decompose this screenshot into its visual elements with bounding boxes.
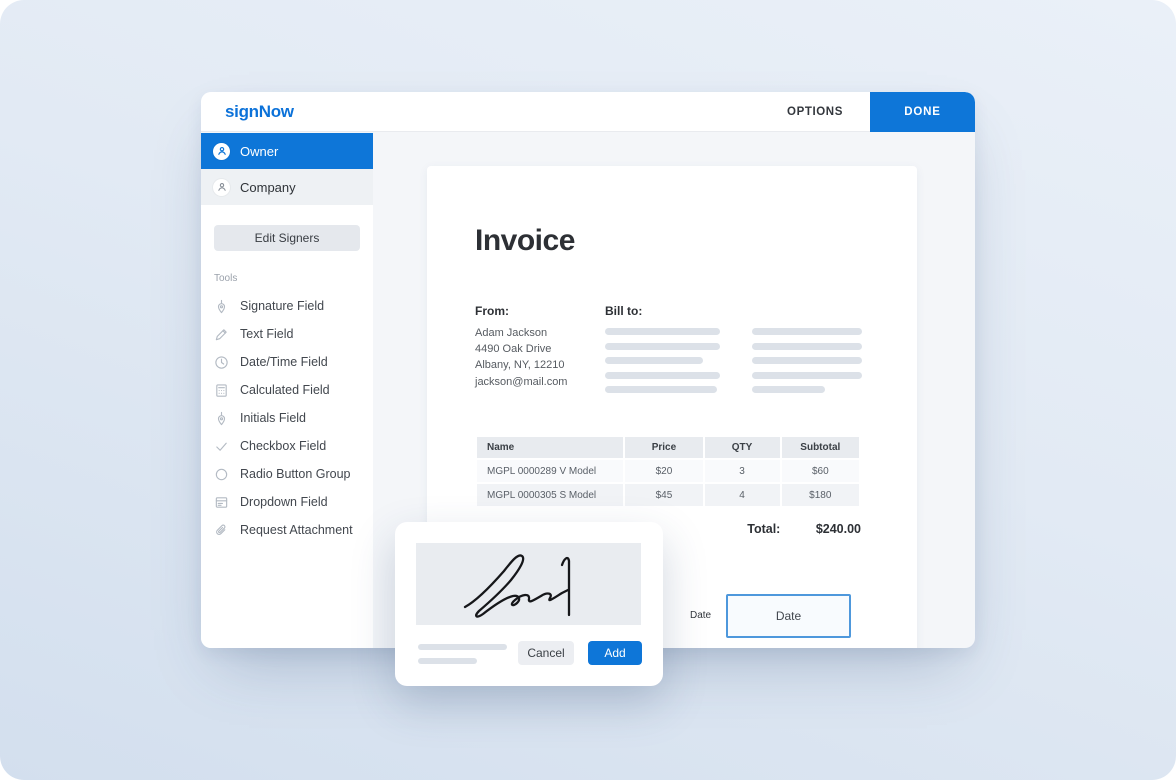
column-header: Price [625, 437, 703, 458]
tool-initials-field[interactable]: Initials Field [201, 404, 373, 432]
cell-name: MGPL 0000289 V Model [477, 460, 624, 482]
cell-name: MGPL 0000305 S Model [477, 484, 624, 506]
app-window: signNow OPTIONS DONE Owner Company Edit … [201, 92, 975, 648]
table-row: MGPL 0000289 V Model $20 3 $60 [477, 460, 859, 482]
tool-dropdown-field[interactable]: Dropdown Field [201, 488, 373, 516]
add-button[interactable]: Add [588, 641, 642, 665]
calculated-field-icon [216, 383, 227, 397]
tool-item-label: Date/Time Field [240, 355, 328, 369]
sidebar-item-company[interactable]: Company [201, 169, 373, 205]
top-bar: signNow OPTIONS DONE [201, 92, 975, 132]
done-button[interactable]: DONE [870, 92, 975, 132]
tool-calculated-field[interactable]: Calculated Field [201, 376, 373, 404]
bill-to-placeholder-column-2 [752, 328, 862, 401]
total-row: Total: $240.00 [475, 522, 861, 536]
signature-canvas[interactable] [416, 543, 641, 625]
placeholder-line [605, 357, 703, 364]
placeholder-line [605, 386, 717, 393]
from-address: Adam Jackson 4490 Oak Drive Albany, NY, … [475, 325, 567, 390]
placeholder-line [418, 644, 507, 650]
sidebar-item-label: Owner [240, 143, 279, 159]
tool-datetime-field[interactable]: Date/Time Field [201, 348, 373, 376]
column-header: QTY [704, 437, 780, 458]
placeholder-line [752, 357, 862, 364]
radio-button-group-icon [215, 468, 228, 480]
from-label: From: [475, 304, 509, 318]
column-header: Name [477, 437, 624, 458]
bill-to-placeholder-column-1 [605, 328, 720, 401]
cell-subtotal: $180 [781, 484, 859, 506]
placeholder-line [752, 342, 862, 350]
options-button[interactable]: OPTIONS [785, 100, 845, 124]
tool-item-label: Request Attachment [240, 523, 353, 537]
cell-price: $20 [625, 460, 703, 482]
placeholder-line [605, 371, 720, 379]
from-line: Adam Jackson [475, 327, 548, 339]
table-header-row: Name Price QTY Subtotal [477, 437, 859, 458]
text-field-icon [215, 328, 227, 340]
placeholder-line [418, 658, 477, 664]
signnow-logo: signNow [225, 101, 294, 121]
dropdown-field-icon [215, 496, 228, 508]
invoice-title: Invoice [475, 224, 575, 257]
cell-qty: 4 [704, 484, 780, 506]
company-avatar-icon [213, 178, 230, 196]
checkbox-field-icon [216, 442, 227, 451]
tool-item-label: Signature Field [240, 299, 325, 313]
tool-item-label: Initials Field [240, 411, 306, 425]
cell-price: $45 [625, 484, 703, 506]
tool-item-label: Checkbox Field [240, 439, 327, 453]
signature-stroke [463, 554, 571, 618]
sidebar-item-owner[interactable]: Owner [201, 133, 373, 169]
tool-item-label: Radio Button Group [240, 467, 351, 481]
tool-signature-field[interactable]: Signature Field [201, 292, 373, 320]
signature-field-icon [217, 299, 226, 313]
tool-checkbox-field[interactable]: Checkbox Field [201, 432, 373, 460]
total-value: $240.00 [815, 522, 861, 536]
tool-radio-button-group[interactable]: Radio Button Group [201, 460, 373, 488]
from-line: Albany, NY, 12210 [475, 359, 565, 372]
bill-to-label: Bill to: [605, 304, 643, 318]
cell-subtotal: $60 [781, 460, 859, 482]
from-line: 4490 Oak Drive [475, 343, 552, 356]
tool-item-label: Text Field [240, 327, 294, 341]
cell-qty: 3 [704, 460, 780, 482]
request-attachment-icon [216, 524, 226, 535]
tools-section-label: Tools [214, 273, 238, 284]
column-header: Subtotal [781, 437, 859, 458]
placeholder-line [605, 328, 720, 335]
invoice-document: Invoice From: Adam Jackson 4490 Oak Driv… [427, 166, 917, 648]
tool-request-attachment[interactable]: Request Attachment [201, 516, 373, 544]
placeholder-line [752, 386, 825, 393]
total-label: Total: [747, 522, 781, 536]
table-row: MGPL 0000305 S Model $45 4 $180 [477, 484, 859, 506]
tool-text-field[interactable]: Text Field [201, 320, 373, 348]
datetime-field-icon [215, 355, 228, 369]
sidebar-item-label: Company [240, 179, 296, 195]
edit-signers-button[interactable]: Edit Signers [214, 225, 360, 251]
signature-modal: Cancel Add [395, 522, 663, 686]
date-field[interactable]: Date [726, 594, 851, 638]
tool-item-label: Dropdown Field [240, 495, 328, 509]
placeholder-line [752, 328, 862, 335]
sidebar: Owner Company Edit Signers Tools Signatu… [201, 133, 373, 648]
date-label: Date [690, 610, 712, 621]
from-line: jackson@mail.com [475, 375, 568, 388]
tool-item-label: Calculated Field [240, 383, 330, 397]
placeholder-line [605, 342, 720, 350]
cancel-button[interactable]: Cancel [518, 641, 574, 665]
line-items-table: Name Price QTY Subtotal MGPL 0000289 V M… [475, 435, 861, 508]
initials-field-icon [217, 411, 226, 425]
placeholder-line [752, 371, 862, 379]
owner-avatar-icon [213, 142, 230, 160]
